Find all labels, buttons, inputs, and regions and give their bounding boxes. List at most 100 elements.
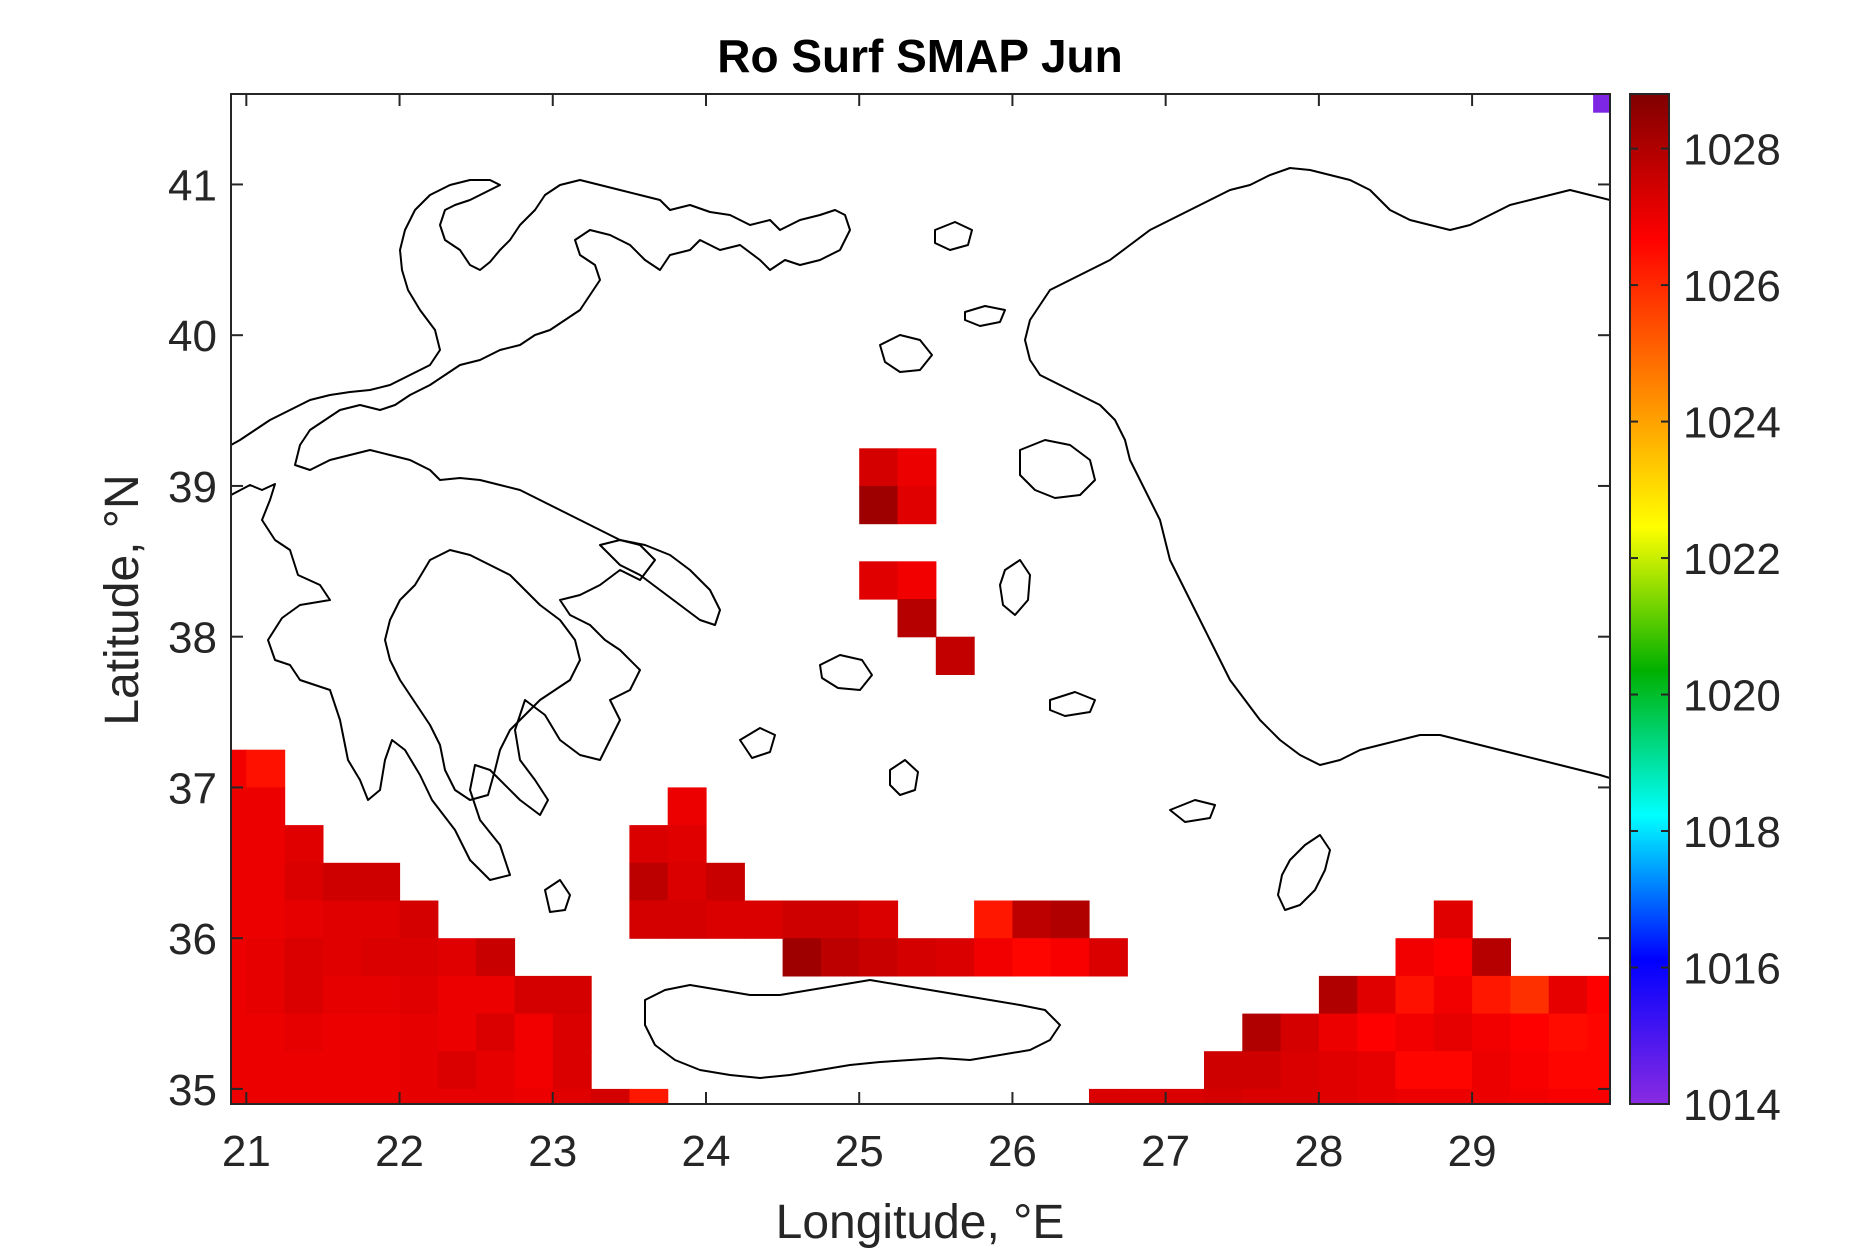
heatmap-cell: [1587, 975, 1610, 1015]
coastline-crete: [644, 979, 1061, 1079]
heatmap-cell: [1242, 1051, 1282, 1090]
heatmap-cell: [284, 1051, 324, 1090]
heatmap-cell: [322, 862, 362, 902]
heatmap-cell: [437, 1051, 477, 1090]
heatmap-cell: [935, 636, 975, 675]
heatmap-cell: [1510, 1051, 1550, 1090]
heatmap-cell: [361, 1051, 401, 1090]
heatmap-cell: [1548, 1013, 1588, 1052]
colorbar: [1630, 94, 1669, 1104]
y-tick-label: 37: [168, 764, 217, 813]
colorbar-tick-label: 1020: [1683, 672, 1781, 721]
heatmap-cell: [974, 938, 1013, 977]
heatmap-cell: [476, 975, 516, 1015]
heatmap-cell: [1433, 975, 1473, 1015]
chart-title: Ro Surf SMAP Jun: [717, 30, 1123, 82]
heatmap-cell: [1242, 1088, 1282, 1104]
coastline-rhodes: [1277, 834, 1331, 911]
heatmap-cell: [399, 900, 439, 939]
heatmap-cell: [859, 938, 899, 977]
heatmap-cell: [1204, 1088, 1243, 1104]
heatmap-cell: [629, 862, 669, 902]
heatmap-cell: [1357, 975, 1397, 1015]
heatmap-cell: [231, 938, 247, 977]
heatmap-cell: [1280, 1051, 1320, 1090]
x-tick-label: 23: [528, 1127, 577, 1176]
y-tick-label: 39: [168, 463, 217, 512]
heatmap-cell: [1357, 1088, 1397, 1104]
coastline-greece-mainland: [231, 179, 851, 881]
heatmap-cell: [1510, 1088, 1550, 1104]
heatmap-cell: [284, 900, 324, 939]
heatmap-cell: [591, 1088, 630, 1104]
heatmap-cell: [897, 599, 937, 638]
heatmap-cell: [246, 1088, 286, 1104]
heatmap-cell: [476, 1088, 516, 1104]
heatmap-cell: [782, 938, 822, 977]
heatmap-cell: [231, 1051, 247, 1090]
heatmap-cell: [231, 900, 247, 939]
heatmap-cell: [1357, 1013, 1397, 1052]
heatmap-cell: [1318, 1013, 1358, 1052]
heatmap-cell: [897, 938, 937, 977]
heatmap-cell: [1012, 900, 1052, 939]
x-tick-label: 26: [988, 1127, 1037, 1176]
heatmap-cell: [667, 825, 707, 864]
heatmap-cell: [1050, 938, 1090, 977]
heatmap-cell: [246, 975, 286, 1015]
heatmap-cell: [284, 1013, 324, 1052]
coastline-chios: [999, 559, 1031, 616]
heatmap-cell: [437, 1013, 477, 1052]
heatmap-cell: [361, 862, 401, 902]
coastline-thassos: [934, 221, 973, 251]
heatmap-cell: [361, 1013, 401, 1052]
heatmap-cell: [1012, 938, 1052, 977]
heatmap-cell: [246, 900, 286, 939]
colorbar-tick-label: 1018: [1683, 808, 1781, 857]
heatmap-cell: [897, 485, 937, 525]
x-tick-label: 29: [1448, 1127, 1497, 1176]
heatmap-cell: [744, 900, 784, 939]
heatmap-cell: [1357, 1051, 1397, 1090]
heatmap-cell: [1587, 1051, 1610, 1090]
heatmap-cell: [284, 938, 324, 977]
x-tick-label: 28: [1294, 1127, 1343, 1176]
heatmap-cell: [399, 1051, 439, 1090]
heatmap-cell: [1280, 1013, 1320, 1052]
y-tick-label: 41: [168, 161, 217, 210]
heatmap-cell: [782, 900, 822, 939]
heatmap-cell: [322, 1013, 362, 1052]
heatmap-cell: [1050, 900, 1090, 939]
x-tick-label: 21: [222, 1127, 271, 1176]
x-tick-label: 27: [1141, 1127, 1190, 1176]
colorbar-tick-label: 1014: [1683, 1081, 1781, 1130]
coastline-andros: [739, 727, 776, 759]
heatmap-cell: [322, 975, 362, 1015]
heatmap-cell: [667, 900, 707, 939]
heatmap-cell: [706, 900, 745, 939]
heatmap-cell: [246, 787, 286, 826]
heatmap-cell: [667, 862, 707, 902]
heatmap-cell: [1318, 1088, 1358, 1104]
heatmap-cell: [1433, 1088, 1473, 1104]
colorbar-frame: [1629, 93, 1670, 1105]
heatmap-cell: [514, 1051, 554, 1090]
heatmap-cell: [859, 900, 899, 939]
heatmap-cell: [859, 561, 899, 600]
heatmap-cell: [859, 448, 899, 487]
heatmap-cell: [284, 1088, 324, 1104]
heatmap-cell: [1472, 1051, 1511, 1090]
plot-frame: [230, 93, 1611, 1105]
heatmap-cell: [1204, 1051, 1243, 1090]
heatmap-cell: [1242, 1013, 1282, 1052]
colorbar-tick-label: 1024: [1683, 399, 1781, 448]
heatmap-cell: [437, 975, 477, 1015]
heatmap-cell: [1587, 1088, 1610, 1104]
heatmap-cell: [974, 900, 1013, 939]
heatmap-cell: [246, 862, 286, 902]
heatmap-cell: [820, 900, 860, 939]
heatmap-cell: [322, 1051, 362, 1090]
x-tick-label: 24: [682, 1127, 731, 1176]
coastline-skyros: [819, 654, 873, 691]
